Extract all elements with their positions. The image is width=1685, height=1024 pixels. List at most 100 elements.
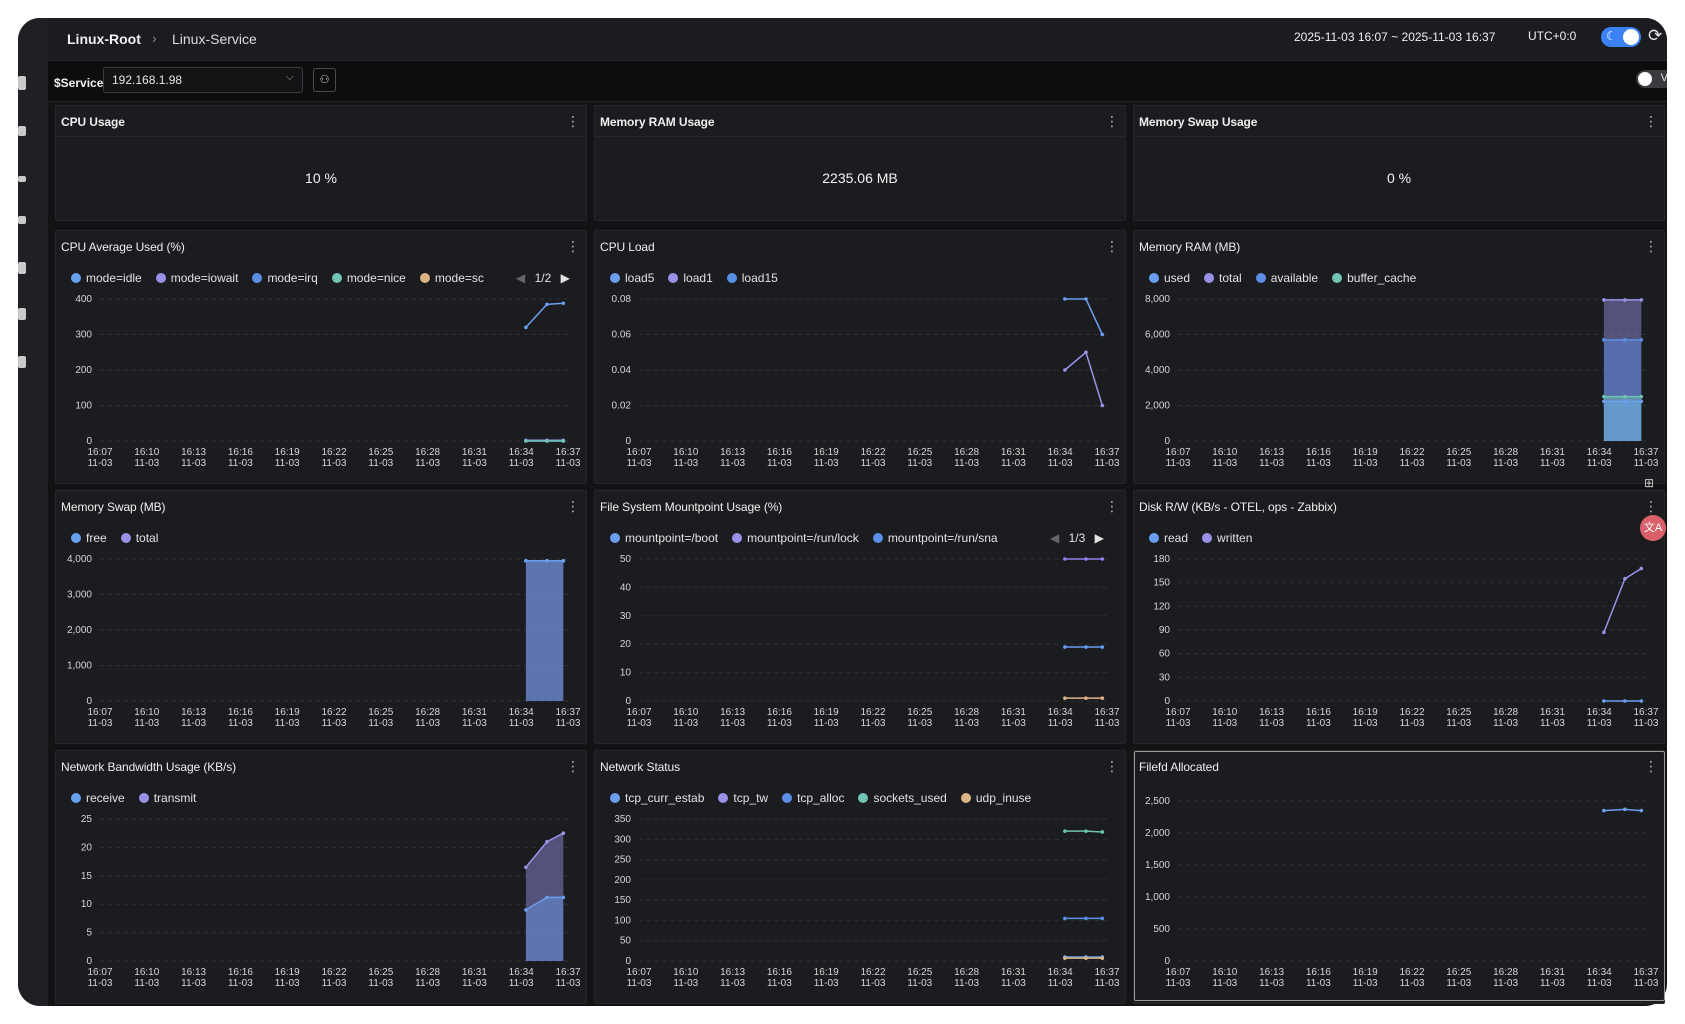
legend-item[interactable]: available xyxy=(1255,271,1319,285)
data-point xyxy=(1602,630,1606,635)
timezone-label[interactable]: UTC+0:0 xyxy=(1528,29,1577,43)
legend-item[interactable]: mode=iowait xyxy=(155,271,238,285)
more-vertical-icon[interactable]: ⋮ xyxy=(1644,758,1658,774)
chevron-left-icon[interactable]: ◀ xyxy=(516,271,526,285)
x-tick-label: 16:25 xyxy=(1446,707,1471,718)
legend-item[interactable]: tcp_curr_estab xyxy=(610,791,704,805)
legend-swatch xyxy=(155,273,166,283)
panel-cpu-average-used: CPU Average Used (%) ⋮ mode=idle mode=iow… xyxy=(55,230,587,484)
x-tick-label: 16:07 xyxy=(626,707,651,718)
legend-item[interactable]: load15 xyxy=(726,271,778,285)
legend-item[interactable]: mountpoint=/run/lock xyxy=(732,531,859,545)
legend-item[interactable]: mode=nice xyxy=(331,271,406,285)
more-vertical-icon[interactable]: ⋮ xyxy=(566,113,580,129)
more-vertical-icon[interactable]: ⋮ xyxy=(1105,238,1119,254)
data-point xyxy=(524,325,528,330)
more-vertical-icon[interactable]: ⋮ xyxy=(1644,113,1658,129)
more-vertical-icon[interactable]: ⋮ xyxy=(1644,238,1658,254)
legend-item[interactable]: used xyxy=(1149,271,1190,285)
breadcrumb-root[interactable]: Linux-Root xyxy=(67,31,141,47)
more-vertical-icon[interactable]: ⋮ xyxy=(566,238,580,254)
sidebar-settings-icon[interactable] xyxy=(18,308,26,320)
x-tick-label: 16:34 xyxy=(1048,447,1073,458)
x-tick-label: 16:28 xyxy=(954,447,979,458)
chart-memory-swap: 4,0003,0002,0001,000016:0711-0316:1011-0… xyxy=(67,554,581,729)
sidebar-shield-icon[interactable] xyxy=(18,262,26,274)
legend-item[interactable]: mode=irq xyxy=(252,271,318,285)
legend-item[interactable]: mountpoint=/run/sna xyxy=(872,531,998,545)
legend-item[interactable]: total xyxy=(1204,271,1242,285)
sidebar-gear-icon[interactable] xyxy=(18,356,26,368)
legend-label: udp_inuse xyxy=(975,791,1032,805)
x-tick-date: 11-03 xyxy=(368,978,393,989)
panel-disk-rw: Disk R/W (KB/s - OTEL, ops - Zabbix) ⋮ r… xyxy=(1133,490,1665,744)
x-tick-date: 11-03 xyxy=(1048,458,1073,469)
x-tick-date: 11-03 xyxy=(1540,718,1565,729)
time-range-picker[interactable]: 2025-11-03 16:07 ~ 2025-11-03 16:37 xyxy=(1294,30,1496,44)
topology-button[interactable]: ⚇ xyxy=(313,68,336,92)
legend-item[interactable]: udp_inuse xyxy=(960,791,1032,805)
assistant-avatar[interactable]: 文A xyxy=(1640,515,1666,541)
sidebar-dot-icon[interactable] xyxy=(18,176,26,182)
legend-item[interactable]: mode=idle xyxy=(71,271,142,285)
series-area xyxy=(525,560,564,701)
x-tick-label: 16:25 xyxy=(907,447,932,458)
sidebar-list-icon[interactable] xyxy=(18,126,26,136)
legend-item[interactable]: total xyxy=(120,531,158,545)
legend-swatch xyxy=(960,793,971,803)
legend-item[interactable]: tcp_alloc xyxy=(782,791,844,805)
series-area xyxy=(1603,339,1642,441)
more-vertical-icon[interactable]: ⋮ xyxy=(1105,498,1119,514)
view-mode-toggle[interactable]: V xyxy=(1636,70,1667,88)
legend-item[interactable]: mountpoint=/boot xyxy=(610,531,718,545)
toggle-knob xyxy=(1623,29,1639,45)
legend-item[interactable]: written xyxy=(1202,531,1252,545)
legend-item[interactable]: receive xyxy=(71,791,125,805)
legend-label: available xyxy=(1270,271,1319,285)
legend-item[interactable]: transmit xyxy=(138,791,196,805)
panel-memory-ram: Memory RAM (MB) ⋮ used total available buff… xyxy=(1133,230,1665,484)
legend-item[interactable]: read xyxy=(1149,531,1188,545)
service-select[interactable]: 192.168.1.98 ⌵ xyxy=(103,67,303,93)
service-variable-label: $Service xyxy=(54,76,104,90)
legend-swatch xyxy=(138,793,149,803)
chevron-left-icon[interactable]: ◀ xyxy=(1050,531,1060,545)
panel-memory-swap: Memory Swap (MB) ⋮ free total 4,000 3,000 2… xyxy=(55,490,587,744)
chevron-right-icon[interactable]: ▶ xyxy=(560,271,570,285)
x-tick-label: 16:16 xyxy=(228,967,253,978)
grid-icon[interactable]: ⊞ xyxy=(1644,476,1655,490)
sidebar-alert-icon[interactable] xyxy=(18,216,26,224)
x-tick-date: 11-03 xyxy=(1001,458,1026,469)
data-point xyxy=(1602,394,1606,399)
x-tick-date: 11-03 xyxy=(1634,978,1659,989)
legend-swatch xyxy=(1332,273,1343,283)
x-tick-label: 16:07 xyxy=(87,447,112,458)
more-vertical-icon[interactable]: ⋮ xyxy=(1105,758,1119,774)
chevron-right-icon[interactable]: ▶ xyxy=(1094,531,1104,545)
theme-toggle[interactable]: ☾ xyxy=(1601,27,1641,47)
legend-item[interactable]: load1 xyxy=(668,271,713,285)
x-tick-label: 16:37 xyxy=(555,707,580,718)
more-vertical-icon[interactable]: ⋮ xyxy=(566,498,580,514)
legend-pager[interactable]: ◀ 1/3 ▶ xyxy=(1050,531,1104,545)
legend-item[interactable]: load5 xyxy=(610,271,654,285)
more-vertical-icon[interactable]: ⋮ xyxy=(566,758,580,774)
sidebar-dashboard-icon[interactable] xyxy=(18,76,26,90)
x-tick-label: 16:19 xyxy=(275,447,300,458)
refresh-icon[interactable]: ⟳ xyxy=(1648,26,1663,45)
legend-item[interactable]: free xyxy=(71,531,107,545)
x-tick-label: 16:13 xyxy=(720,967,745,978)
x-tick-date: 11-03 xyxy=(1587,718,1612,729)
data-point xyxy=(524,558,528,563)
legend-pager[interactable]: ◀ 1/2 ▶ xyxy=(516,271,570,285)
legend-item[interactable]: buffer_cache xyxy=(1332,271,1416,285)
x-tick-label: 16:28 xyxy=(1493,967,1518,978)
legend-item[interactable]: sockets_used xyxy=(858,791,947,805)
y-tick-label: 300 xyxy=(75,330,92,341)
x-tick-label: 16:34 xyxy=(1587,447,1612,458)
more-vertical-icon[interactable]: ⋮ xyxy=(1644,498,1658,514)
more-vertical-icon[interactable]: ⋮ xyxy=(1105,113,1119,129)
y-tick-label: 350 xyxy=(614,814,631,825)
legend-item[interactable]: tcp_tw xyxy=(718,791,768,805)
legend-item[interactable]: mode=sc xyxy=(419,271,484,285)
